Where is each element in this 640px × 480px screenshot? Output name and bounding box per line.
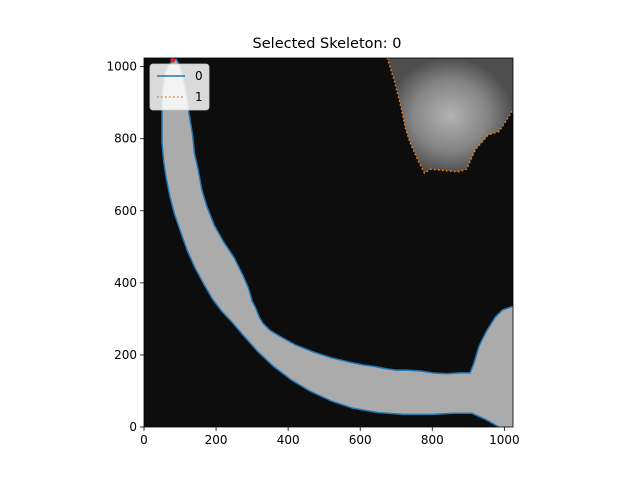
y-tick-label: 800	[114, 132, 137, 146]
endpoint-marker	[170, 58, 176, 63]
x-tick-label: 600	[349, 433, 372, 447]
y-tick-label: 1000	[106, 60, 137, 74]
object-0-fill	[162, 59, 513, 427]
legend-label-0: 0	[195, 69, 203, 83]
x-tick-label: 200	[205, 433, 228, 447]
legend: 0 1	[149, 63, 210, 111]
x-axis: 0 200 400 600 800 1000	[140, 427, 520, 447]
x-tick-label: 0	[140, 433, 148, 447]
y-tick-label: 200	[114, 348, 137, 362]
contour-layer	[161, 58, 513, 427]
y-tick-label: 400	[114, 276, 137, 290]
legend-label-1: 1	[195, 90, 203, 104]
y-tick-label: 600	[114, 204, 137, 218]
x-tick-label: 1000	[489, 433, 520, 447]
chart-title: Selected Skeleton: 0	[253, 36, 402, 52]
object-1-fill	[387, 58, 513, 173]
y-axis: 0 200 400 600 800 1000	[106, 60, 144, 434]
contour-line-0	[161, 58, 513, 427]
x-tick-label: 400	[277, 433, 300, 447]
x-tick-label: 800	[421, 433, 444, 447]
axes-frame	[143, 57, 514, 428]
image-area	[144, 58, 513, 427]
y-tick-label: 0	[129, 420, 137, 434]
